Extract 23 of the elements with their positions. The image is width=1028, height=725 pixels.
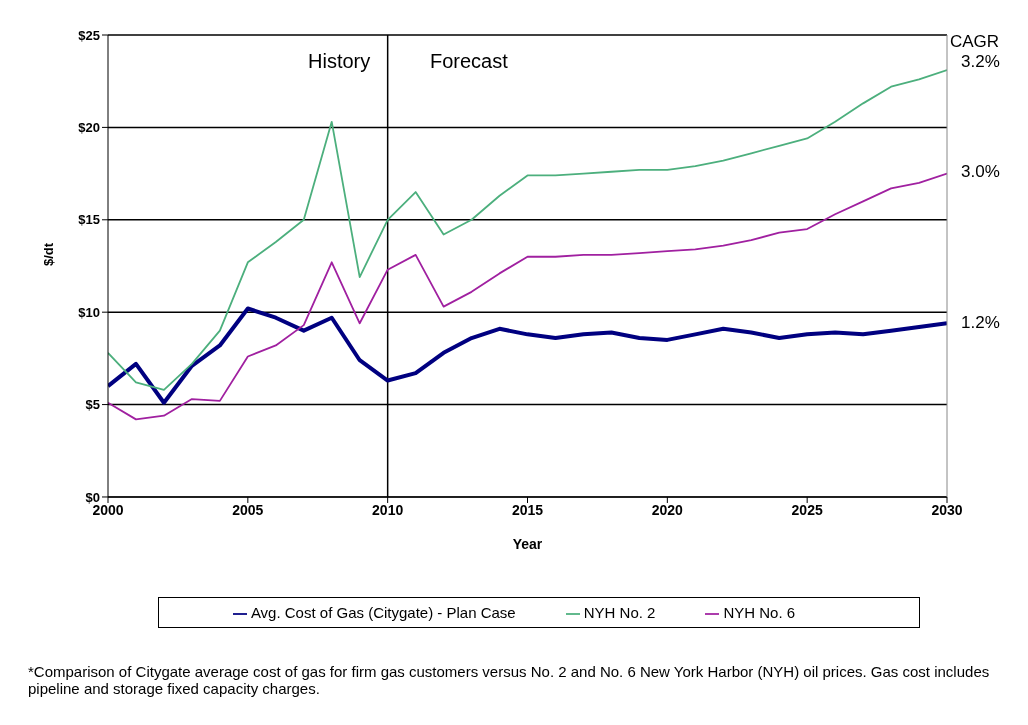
y-tick-label: $15 <box>78 212 100 228</box>
x-tick-label: 2020 <box>651 501 684 518</box>
y-tick-label: $25 <box>78 27 100 43</box>
text: 1.2% <box>961 313 1000 333</box>
annotation: Forecast <box>430 50 508 73</box>
x-tick-label: 2025 <box>791 501 823 518</box>
legend-label: Avg. Cost of Gas (Citygate) - Plan Case <box>250 603 516 621</box>
legend-label: NYH No. 6 <box>723 603 796 621</box>
text: CAGR <box>950 32 1000 52</box>
text: 3.0% <box>961 162 1000 182</box>
text: *Comparison of Citygate average cost of gas for firm gas customers versus No. 2 and No. 6 New York Harbor (NYH) oil prices. Gas cost includes pipeline and storage fixed capacity charges. <box>28 663 991 697</box>
x-axis-title: Year <box>512 535 543 552</box>
text: 3.2% <box>961 52 1000 72</box>
y-tick-label: $20 <box>78 120 100 136</box>
y-tick-label: $5 <box>85 397 100 413</box>
x-tick-label: 2030 <box>931 501 963 518</box>
annotation: History <box>308 50 371 73</box>
x-tick-label: 2015 <box>511 501 544 518</box>
legend-label: NYH No. 2 <box>583 603 656 621</box>
y-axis-title: $/dt <box>40 242 56 266</box>
y-tick-label: $10 <box>78 304 100 320</box>
x-tick-label: 2010 <box>372 501 404 518</box>
x-tick-label: 2005 <box>232 501 264 518</box>
